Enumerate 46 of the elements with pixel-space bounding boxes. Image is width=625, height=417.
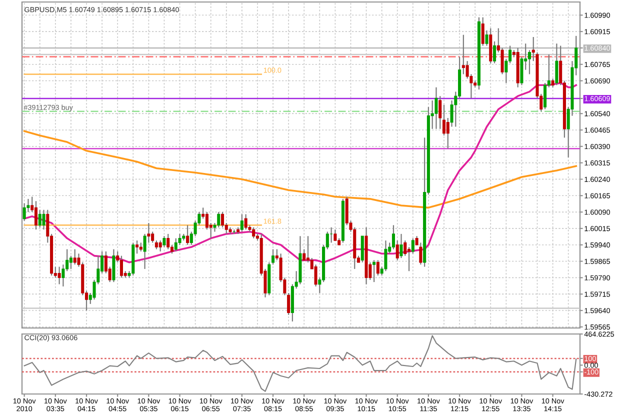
candlestick — [272, 248, 275, 266]
candlestick — [492, 40, 496, 64]
candlestick — [528, 50, 531, 75]
candlestick — [136, 240, 139, 254]
candlestick — [287, 292, 290, 316]
candlestick — [205, 211, 208, 230]
candlestick — [42, 209, 46, 230]
candlestick — [174, 238, 178, 252]
candlestick — [485, 30, 488, 46]
candlestick — [302, 248, 306, 261]
candlestick — [69, 255, 72, 270]
candlestick — [372, 260, 376, 283]
candlestick — [334, 228, 337, 242]
candlestick — [178, 233, 182, 246]
candlestick — [376, 260, 380, 276]
candlestick — [392, 224, 395, 250]
candlestick — [240, 214, 244, 232]
candlestick — [62, 264, 65, 287]
line-series — [24, 335, 577, 392]
candlestick — [22, 202, 26, 222]
candlestick — [162, 236, 166, 248]
candlestick — [384, 240, 388, 272]
candlestick — [434, 86, 438, 130]
candlestick — [158, 240, 162, 252]
candlestick — [411, 238, 414, 254]
candlestick — [120, 255, 123, 278]
candlestick — [38, 209, 42, 228]
candlestick — [220, 211, 224, 228]
candlestick — [481, 16, 484, 46]
candlestick — [544, 82, 547, 110]
candlestick — [252, 226, 256, 239]
candlestick — [442, 104, 446, 136]
candlestick — [217, 211, 220, 228]
candlestick — [244, 214, 248, 230]
candlestick — [419, 242, 422, 266]
candlestick — [151, 231, 154, 244]
candlestick — [73, 248, 76, 266]
candlestick — [462, 34, 465, 75]
candlestick — [400, 233, 403, 259]
candlestick — [34, 200, 38, 230]
candlestick — [555, 43, 558, 86]
candlestick — [408, 246, 411, 272]
candlestick — [58, 266, 61, 285]
line-series — [23, 130, 578, 209]
candlestick — [186, 224, 190, 246]
candlestick — [166, 233, 170, 250]
